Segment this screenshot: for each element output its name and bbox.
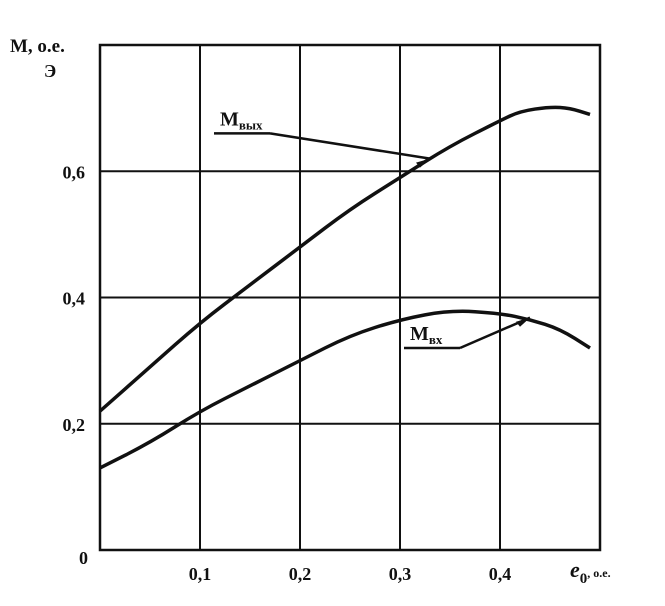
plot-frame: [98, 43, 602, 552]
x-tick-label-1: 0,2: [289, 564, 312, 584]
x-axis-label-unit: , o.e.: [587, 566, 610, 580]
x-tick-label-3: 0,4: [489, 564, 512, 584]
series-line-0: [98, 105, 591, 413]
y-tick-label-2: 0,4: [63, 289, 86, 309]
tick-labels: 0,1 0,2 0,3 0,4 0 0,2 0,4 0,6: [63, 162, 512, 584]
series-label-0: Mвых: [220, 108, 263, 132]
y-tick-label-3: 0,6: [63, 162, 86, 182]
series-arrowhead-1: [516, 317, 530, 327]
y-axis-label-text: M, o.e.: [10, 36, 65, 57]
series-label-1: Mвх: [410, 323, 443, 347]
y-tick-label-0: 0: [79, 548, 88, 568]
grid-lines: [100, 45, 600, 550]
y-axis-label: M, o.e.: [10, 36, 65, 57]
series-arrowhead-0: [416, 158, 430, 168]
series-line-1: [99, 309, 591, 470]
x-axis-label-subscript: 0: [580, 571, 588, 587]
x-axis-label: e0, o.e.: [570, 557, 611, 587]
x-axis-label-text: e: [570, 557, 580, 582]
x-tick-label-2: 0,3: [389, 564, 412, 584]
series-label-name-0: M: [220, 108, 239, 130]
series-label-subscript-0: вых: [239, 117, 263, 132]
series-label-subscript-1: вх: [429, 332, 443, 347]
series-label-name-1: M: [410, 323, 429, 345]
series-leader-line-0: [269, 132, 431, 160]
y-tick-label-1: 0,2: [63, 415, 86, 435]
x-tick-label-0: 0,1: [189, 564, 212, 584]
y-axis-label-subscript: Э: [44, 61, 56, 81]
